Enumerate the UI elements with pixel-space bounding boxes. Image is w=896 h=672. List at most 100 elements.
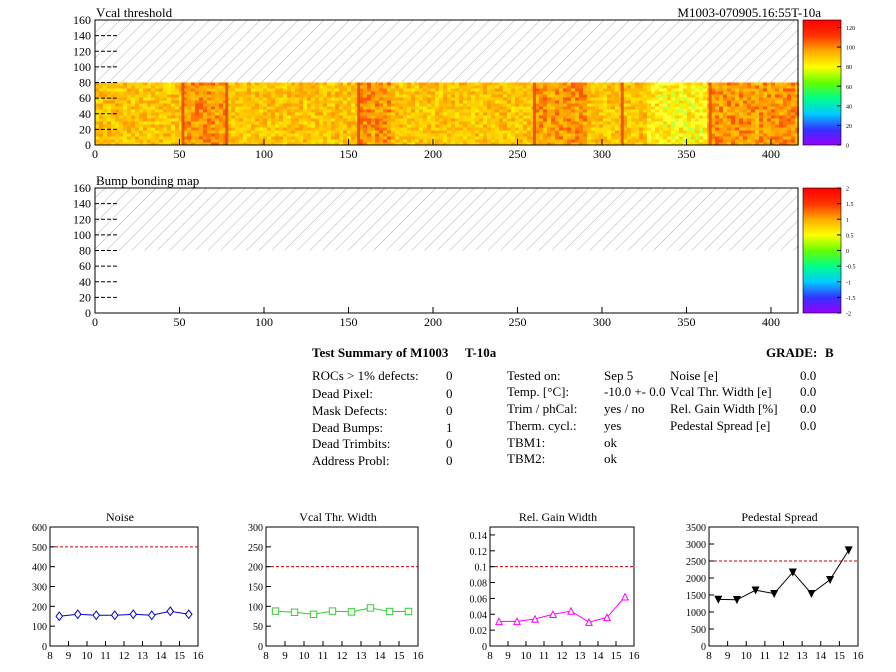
heatmap-cell bbox=[287, 109, 291, 113]
heatmap-cell bbox=[563, 142, 567, 146]
heatmap-cell bbox=[303, 124, 307, 128]
heatmap-cell bbox=[739, 124, 743, 128]
heatmap-cell bbox=[299, 121, 303, 125]
heatmap-cell bbox=[483, 88, 487, 92]
heatmap-cell bbox=[451, 136, 455, 140]
heatmap-cell bbox=[107, 121, 111, 125]
heatmap-cell bbox=[263, 94, 267, 98]
heatmap-cell bbox=[223, 127, 227, 131]
heatmap-cell bbox=[767, 100, 771, 104]
heatmap-cell bbox=[163, 97, 167, 101]
heatmap-cell bbox=[499, 136, 503, 140]
heatmap-cell bbox=[607, 136, 611, 140]
heatmap-cell bbox=[459, 106, 463, 110]
heatmap-cell bbox=[627, 97, 631, 101]
heatmap-cell bbox=[367, 118, 371, 122]
heatmap-cell bbox=[623, 103, 627, 107]
heatmap-cell bbox=[791, 133, 795, 137]
heatmap-cell bbox=[339, 109, 343, 113]
heatmap-cell bbox=[475, 133, 479, 137]
heatmap-cell bbox=[535, 142, 539, 146]
heatmap-cell bbox=[227, 133, 231, 137]
heatmap-cell bbox=[311, 112, 315, 116]
heatmap-cell bbox=[591, 100, 595, 104]
heatmap-cell bbox=[127, 127, 131, 131]
heatmap-cell bbox=[627, 85, 631, 89]
heatmap-cell bbox=[195, 121, 199, 125]
heatmap-cell bbox=[299, 139, 303, 143]
heatmap-cell bbox=[99, 91, 103, 95]
heatmap-cell bbox=[147, 100, 151, 104]
heatmap-cell bbox=[743, 94, 747, 98]
heatmap-cell bbox=[403, 91, 407, 95]
heatmap-cell bbox=[319, 100, 323, 104]
heatmap-cell bbox=[499, 133, 503, 137]
heatmap-cell bbox=[151, 97, 155, 101]
heatmap-cell bbox=[439, 97, 443, 101]
heatmap-cell bbox=[391, 88, 395, 92]
heatmap-cell bbox=[171, 109, 175, 113]
heatmap-cell bbox=[327, 97, 331, 101]
heatmap-cell bbox=[151, 100, 155, 104]
heatmap-cell bbox=[651, 85, 655, 89]
heatmap-cell bbox=[367, 127, 371, 131]
heatmap-cell bbox=[475, 142, 479, 146]
heatmap-cell bbox=[175, 118, 179, 122]
heatmap-cell bbox=[239, 103, 243, 107]
heatmap-cell bbox=[111, 100, 115, 104]
heatmap-cell bbox=[351, 88, 355, 92]
heatmap-cell bbox=[691, 94, 695, 98]
summary-temp-tag: T-10a bbox=[465, 345, 497, 360]
heatmap-cell bbox=[775, 85, 779, 89]
heatmap-cell bbox=[571, 85, 575, 89]
heatmap-cell bbox=[287, 133, 291, 137]
heatmap-cell bbox=[367, 103, 371, 107]
heatmap-cell bbox=[627, 142, 631, 146]
heatmap-cell bbox=[579, 100, 583, 104]
heatmap-cell bbox=[631, 88, 635, 92]
heatmap-cell bbox=[203, 130, 207, 134]
heatmap-cell bbox=[143, 94, 147, 98]
heatmap-cell bbox=[203, 100, 207, 104]
heatmap-cell bbox=[599, 91, 603, 95]
heatmap-cell bbox=[403, 130, 407, 134]
heatmap-cell bbox=[615, 85, 619, 89]
heatmap-cell bbox=[547, 127, 551, 131]
heatmap-cell bbox=[327, 136, 331, 140]
heatmap-cell bbox=[795, 124, 799, 128]
heatmap-cell bbox=[327, 82, 331, 86]
heatmap-cell bbox=[719, 136, 723, 140]
heatmap-cell bbox=[543, 85, 547, 89]
heatmap-cell bbox=[451, 142, 455, 146]
heatmap-cell bbox=[179, 139, 183, 143]
heatmap-cell bbox=[519, 115, 523, 119]
heatmap-cell bbox=[163, 91, 167, 95]
heatmap-cell bbox=[303, 82, 307, 86]
heatmap-cell bbox=[615, 130, 619, 134]
heatmap-cell bbox=[235, 139, 239, 143]
heatmap-cell bbox=[111, 115, 115, 119]
heatmap-cell bbox=[95, 82, 99, 86]
heatmap-cell bbox=[691, 103, 695, 107]
heatmap-cell bbox=[723, 127, 727, 131]
heatmap-cell bbox=[243, 82, 247, 86]
heatmap-cell bbox=[675, 88, 679, 92]
heatmap-cell bbox=[647, 106, 651, 110]
heatmap-cell bbox=[663, 130, 667, 134]
heatmap-cell bbox=[703, 97, 707, 101]
heatmap-cell bbox=[199, 115, 203, 119]
heatmap-cell bbox=[627, 130, 631, 134]
heatmap-cell bbox=[271, 124, 275, 128]
heatmap-cell bbox=[779, 127, 783, 131]
heatmap-cell bbox=[435, 91, 439, 95]
heatmap-cell bbox=[599, 130, 603, 134]
heatmap-cell bbox=[543, 115, 547, 119]
heatmap-cell bbox=[587, 88, 591, 92]
heatmap-cell bbox=[447, 88, 451, 92]
heatmap-cell bbox=[319, 91, 323, 95]
heatmap-cell bbox=[759, 88, 763, 92]
heatmap-cell bbox=[199, 100, 203, 104]
heatmap-cell bbox=[111, 82, 115, 86]
heatmap-cell bbox=[123, 127, 127, 131]
heatmap-cell bbox=[739, 121, 743, 125]
